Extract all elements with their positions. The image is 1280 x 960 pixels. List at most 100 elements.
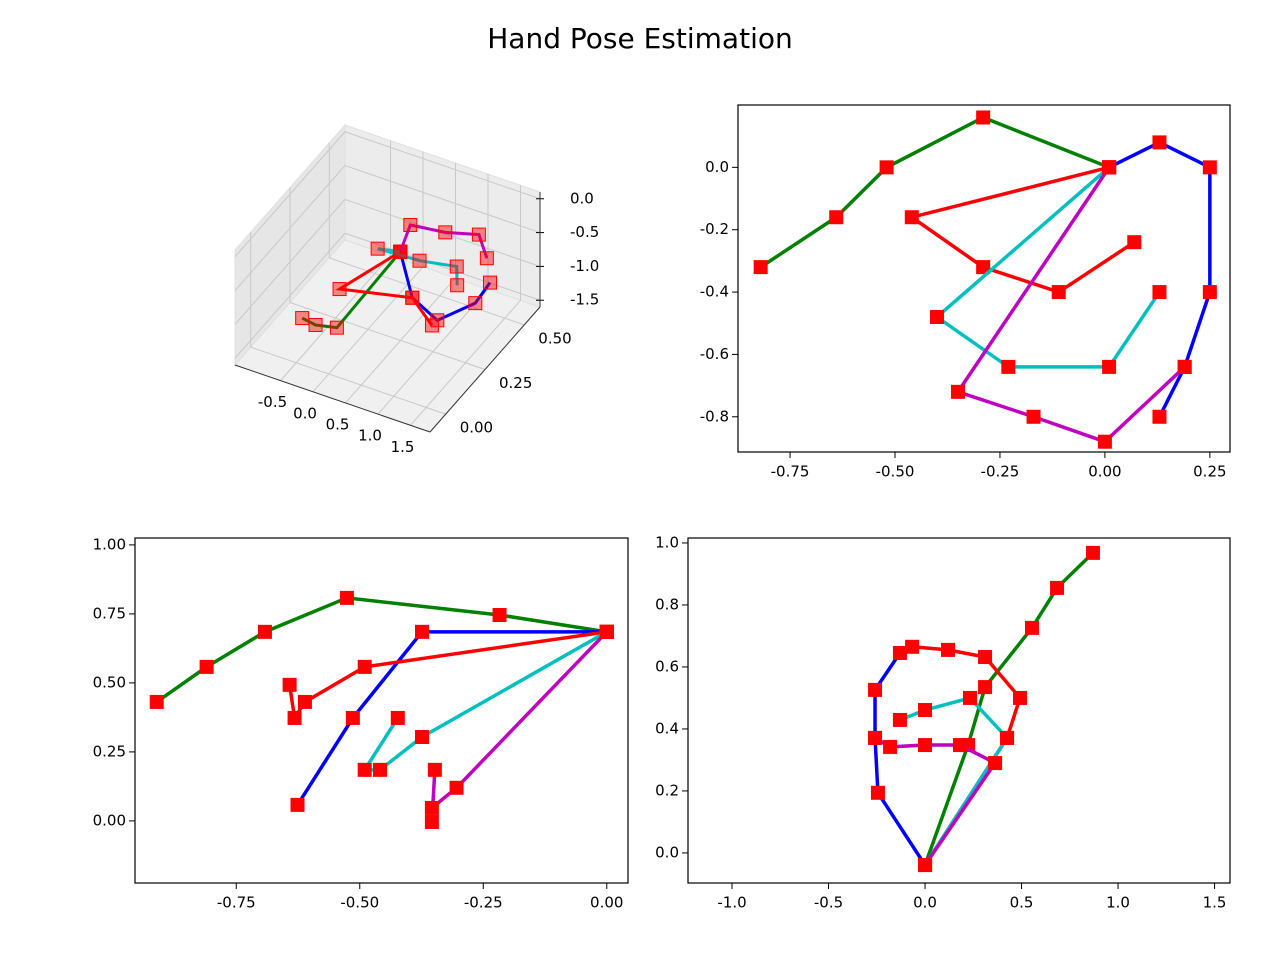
joint-marker [430, 313, 445, 328]
z-tick-label: -1.0 [570, 257, 599, 275]
grid-line [344, 165, 541, 234]
joint-marker [599, 624, 614, 639]
finger-line [907, 165, 1136, 294]
x-tick-label: 0.0 [293, 404, 317, 422]
joint-marker [1202, 160, 1217, 175]
joint-marker [1000, 730, 1015, 745]
joint-marker [1102, 160, 1117, 175]
joint-marker [976, 260, 991, 275]
joint-marker [988, 756, 1003, 771]
grid-line [250, 346, 446, 415]
joint-marker [1152, 409, 1167, 424]
finger-line [155, 596, 608, 704]
grid-line [344, 232, 541, 301]
joint-marker [1051, 285, 1066, 300]
finger-line [335, 250, 434, 327]
joint-marker [468, 296, 483, 311]
joint-marker [427, 762, 442, 777]
grid-line [234, 165, 346, 291]
joint-marker [963, 690, 978, 705]
x-tick-label: 0.00 [1088, 463, 1121, 481]
joint-marker [918, 738, 933, 753]
joint-marker [905, 639, 920, 654]
joint-marker [415, 624, 430, 639]
grid-line [289, 302, 486, 370]
joint-marker [1050, 580, 1065, 595]
joint-marker [870, 785, 885, 800]
axes-frame [687, 537, 1231, 884]
joint-marker [257, 624, 272, 639]
joint-marker [393, 244, 408, 259]
joint-marker [918, 703, 933, 718]
y-tick-label: 0.00 [93, 811, 126, 829]
x-tick-label: -0.25 [464, 894, 503, 912]
joint-marker [345, 710, 360, 725]
y-tick-label: 0.8 [655, 595, 679, 613]
grid-line [234, 199, 346, 325]
joint-marker [978, 650, 993, 665]
z-tick-label: -1.5 [570, 291, 599, 309]
joint-marker [424, 318, 439, 333]
x-tick-label: -0.5 [258, 393, 287, 411]
joint-marker [1085, 545, 1100, 560]
joint-marker [405, 290, 420, 305]
joint-marker [918, 858, 933, 873]
joint-marker [950, 384, 965, 399]
y-tick-label: -0.4 [700, 283, 729, 301]
x-tick-label: 1.5 [1203, 894, 1227, 912]
x-tick-label: 1.0 [1106, 894, 1130, 912]
finger-line [398, 223, 489, 259]
axes-frame [134, 537, 629, 884]
joint-marker [940, 642, 955, 657]
x-tick-label: -0.75 [771, 463, 810, 481]
joint-marker [412, 253, 427, 268]
finger-line [873, 652, 927, 866]
y-tick-label: 1.0 [655, 533, 679, 551]
finger-line [923, 551, 1095, 866]
joint-marker [479, 251, 494, 266]
joint-marker [929, 310, 944, 325]
x-tick-label: 0.00 [590, 894, 623, 912]
joint-marker [829, 210, 844, 225]
joint-marker [424, 815, 439, 830]
joint-marker [357, 762, 372, 777]
joint-marker [332, 282, 347, 297]
joint-marker [449, 259, 464, 274]
joint-marker [952, 738, 967, 753]
joint-marker [1001, 359, 1016, 374]
joint-marker [1026, 409, 1041, 424]
y-tick-label: -0.6 [700, 345, 729, 363]
joint-marker [492, 608, 507, 623]
x-tick-label: -0.25 [981, 463, 1020, 481]
joint-marker [438, 225, 453, 240]
joint-marker [879, 160, 894, 175]
joint-marker [892, 646, 907, 660]
joint-marker [373, 762, 388, 777]
y-tick-label: 0.4 [655, 719, 679, 737]
y-tick-label: 0.25 [93, 742, 126, 760]
joint-marker [329, 320, 344, 335]
joint-marker [868, 730, 883, 745]
joint-marker [868, 682, 883, 697]
x-tick-label: 0.25 [1193, 463, 1226, 481]
x-tick-label: -1.0 [717, 894, 746, 912]
y-tick-label: 0.50 [93, 673, 126, 691]
joint-marker [415, 729, 430, 744]
y-tick-label: 0.6 [655, 657, 679, 675]
x-tick-label: 0.5 [1010, 894, 1034, 912]
joint-marker [424, 800, 439, 815]
x-tick-label: -0.75 [217, 894, 256, 912]
grid-line [234, 232, 346, 359]
grid-line [329, 257, 525, 326]
x-tick-label: 1.0 [358, 427, 382, 445]
x-tick-label: -0.50 [876, 463, 915, 481]
joint-marker [976, 110, 991, 125]
joint-marker [904, 210, 919, 225]
z-tick-label: -0.5 [570, 223, 599, 241]
joint-marker [290, 797, 305, 812]
joint-marker [1127, 235, 1142, 250]
axis-line [429, 306, 541, 433]
axes-frame [737, 104, 1231, 453]
y-tick-label: 0.2 [655, 781, 679, 799]
joint-marker [1012, 690, 1027, 705]
